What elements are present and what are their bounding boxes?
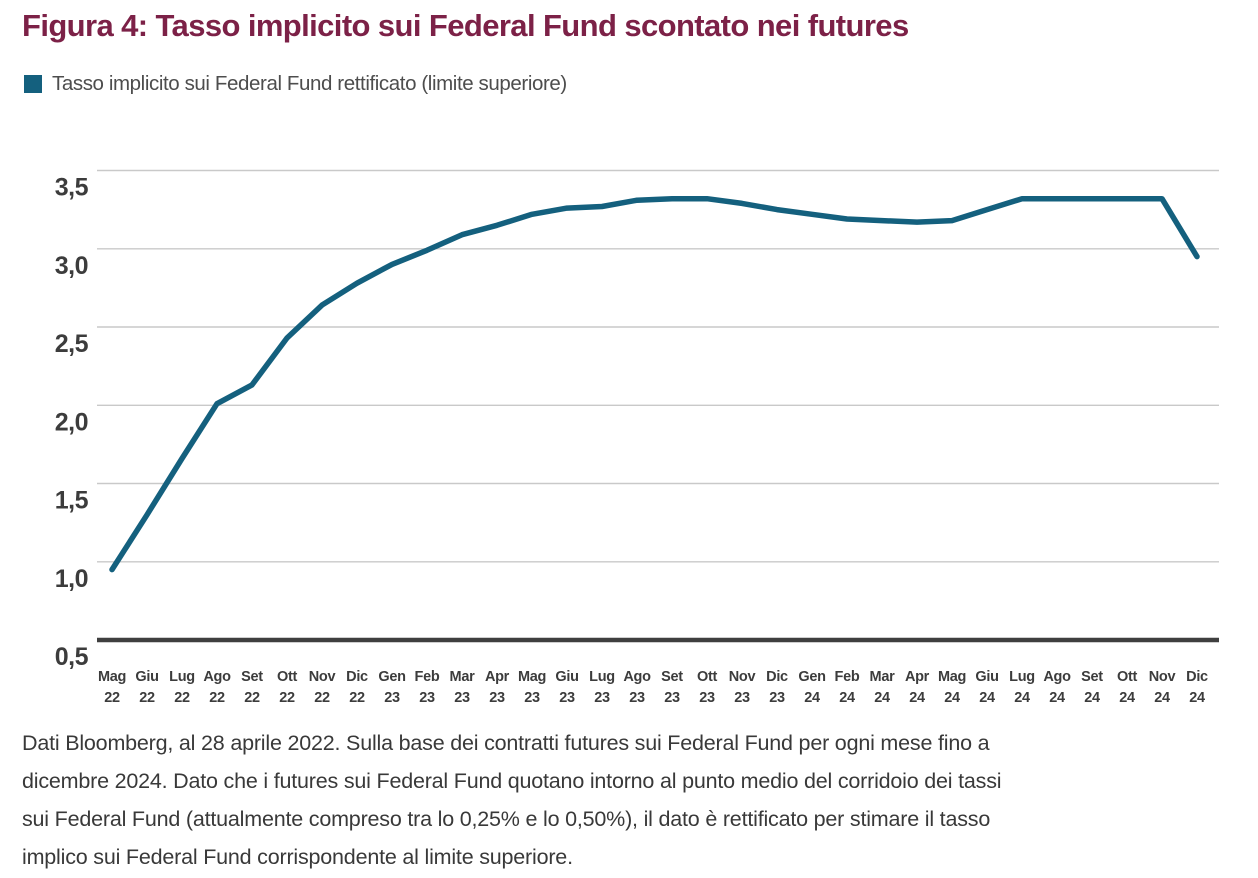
x-tick-year: 24 — [944, 690, 960, 706]
x-tick-month: Lug — [1009, 669, 1035, 685]
x-tick-month: Ott — [1117, 669, 1138, 685]
footnote-line: dicembre 2024. Dato che i futures sui Fe… — [22, 769, 1002, 793]
x-tick-month: Nov — [1149, 669, 1176, 685]
x-tick-month: Apr — [905, 669, 930, 685]
x-tick-year: 22 — [349, 690, 365, 706]
x-tick-year: 24 — [1189, 690, 1205, 706]
line-chart: 3,5 3,0 2,5 2,0 1,5 1,0 0,5 Mag 22 Giu 22 Lug 22 Ago 2… — [55, 169, 1219, 706]
x-tick-year: 23 — [489, 690, 505, 706]
x-tick-year: 23 — [769, 690, 785, 706]
x-tick-month: Giu — [975, 669, 998, 685]
x-tick-month: Nov — [729, 669, 756, 685]
x-tick-month: Set — [661, 669, 683, 685]
x-tick-year: 23 — [559, 690, 575, 706]
legend: Tasso implicito sui Federal Fund rettifi… — [24, 72, 567, 96]
x-tick-year: 24 — [1014, 690, 1030, 706]
x-tick-year: 23 — [629, 690, 645, 706]
x-tick-year: 24 — [909, 690, 925, 706]
y-tick-label: 3,5 — [55, 174, 89, 202]
x-tick-year: 22 — [314, 690, 330, 706]
y-tick-label: 2,5 — [55, 330, 89, 358]
x-tick-year: 23 — [664, 690, 680, 706]
x-tick-year: 24 — [1084, 690, 1100, 706]
x-tick-year: 24 — [874, 690, 890, 706]
x-tick-month: Mag — [518, 669, 546, 685]
y-tick-label: 2,0 — [55, 408, 88, 436]
x-tick-year: 22 — [174, 690, 190, 706]
x-tick-year: 24 — [839, 690, 855, 706]
x-tick-month: Ago — [203, 669, 231, 685]
x-tick-year: 23 — [384, 690, 400, 706]
x-tick-month: Set — [241, 669, 263, 685]
x-tick-year: 24 — [1154, 690, 1170, 706]
figure-footnote: Dati Bloomberg, al 28 aprile 2022. Sulla… — [22, 724, 1248, 876]
x-tick-month: Mar — [450, 669, 476, 685]
y-tick-label: 3,0 — [55, 252, 88, 280]
legend-swatch-icon — [24, 75, 42, 93]
x-tick-month: Ago — [1043, 669, 1071, 685]
footnote-line: implico sui Federal Fund corrispondente … — [22, 845, 573, 869]
x-tick-year: 22 — [139, 690, 155, 706]
x-tick-year: 23 — [594, 690, 610, 706]
footnote-line: Dati Bloomberg, al 28 aprile 2022. Sulla… — [22, 731, 990, 755]
x-tick-month: Dic — [346, 669, 368, 685]
x-tick-year: 22 — [279, 690, 295, 706]
y-axis-labels: 3,5 3,0 2,5 2,0 1,5 1,0 0,5 — [55, 174, 89, 672]
x-tick-month: Dic — [766, 669, 788, 685]
x-tick-month: Ott — [277, 669, 298, 685]
x-tick-month: Lug — [169, 669, 195, 685]
x-tick-month: Giu — [135, 669, 158, 685]
x-tick-year: 24 — [1049, 690, 1065, 706]
x-tick-month: Apr — [485, 669, 510, 685]
x-tick-month: Nov — [309, 669, 336, 685]
x-tick-month: Dic — [1186, 669, 1208, 685]
x-tick-year: 23 — [734, 690, 750, 706]
x-tick-year: 22 — [104, 690, 120, 706]
legend-label: Tasso implicito sui Federal Fund rettifi… — [52, 72, 567, 95]
y-tick-label: 1,0 — [55, 565, 88, 593]
x-tick-month: Set — [1081, 669, 1103, 685]
x-tick-month: Mar — [870, 669, 896, 685]
x-tick-year: 23 — [699, 690, 715, 706]
footnote-line: sui Federal Fund (attualmente compreso t… — [22, 807, 991, 831]
x-tick-year: 22 — [209, 690, 225, 706]
x-tick-year: 23 — [524, 690, 540, 706]
x-tick-month: Gen — [378, 669, 405, 685]
x-tick-month: Mag — [938, 669, 966, 685]
x-tick-year: 24 — [804, 690, 820, 706]
chart-gridlines — [97, 169, 1219, 643]
x-tick-year: 24 — [1119, 690, 1135, 706]
y-tick-label: 0,5 — [55, 643, 89, 671]
x-tick-month: Ott — [697, 669, 718, 685]
x-tick-year: 22 — [244, 690, 260, 706]
x-tick-month: Mag — [98, 669, 126, 685]
x-tick-month: Feb — [415, 669, 440, 685]
series-line-tasso-implicito — [109, 195, 1200, 573]
x-tick-month: Feb — [835, 669, 860, 685]
x-tick-year: 24 — [979, 690, 995, 706]
x-tick-year: 23 — [454, 690, 470, 706]
x-tick-month: Ago — [623, 669, 651, 685]
figure-title: Figura 4: Tasso implicito sui Federal Fu… — [22, 8, 909, 43]
y-tick-label: 1,5 — [55, 487, 89, 515]
x-axis-labels: Mag 22 Giu 22 Lug 22 Ago 22 Set 22 Ott 22 Nov 22 Dic 22… — [98, 669, 1208, 706]
x-tick-month: Gen — [798, 669, 825, 685]
x-tick-year: 23 — [419, 690, 435, 706]
x-tick-month: Lug — [589, 669, 615, 685]
x-tick-month: Giu — [555, 669, 578, 685]
